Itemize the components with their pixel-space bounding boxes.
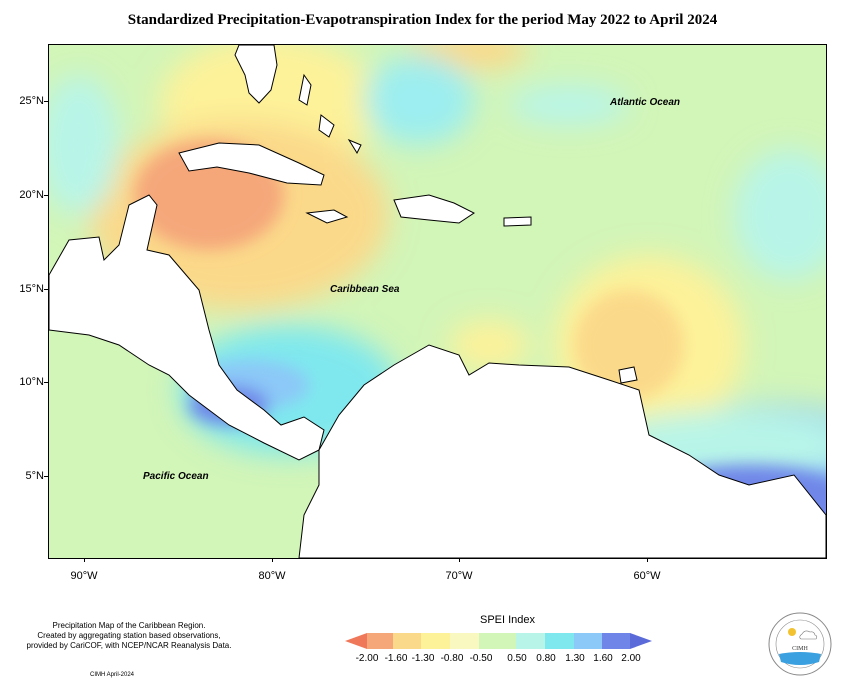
legend-label: -0.50 [469,653,493,664]
spei-map [48,44,827,559]
lon-label: 60°W [633,570,661,582]
credit-text: CIMH April-2024 [90,672,135,678]
lat-label: 10°N [19,376,44,388]
map-title: Standardized Precipitation-Evapotranspir… [127,12,718,28]
land-shapes [49,45,826,558]
legend-swatch [450,633,479,649]
legend-swatch [516,633,545,649]
legend-swatch [602,633,630,649]
legend-arrow-low [345,633,367,649]
caribbean-sea-label: Caribbean Sea [330,284,400,295]
lat-label: 20°N [19,189,44,201]
sun-icon [788,628,796,636]
lat-label: 15°N [19,283,44,295]
legend-label: 1.30 [565,653,585,664]
lat-tick [44,382,48,383]
lon-label: 70°W [445,570,473,582]
cimh-logo: CIMH [768,612,832,676]
spei-map-canvas [49,45,826,558]
legend-swatch [393,633,421,649]
atlantic-ocean-label: Atlantic Ocean [610,97,681,108]
lon-label: 80°W [258,570,286,582]
logo-text: CIMH [792,646,808,652]
legend-label: 2.00 [621,653,641,664]
lon-label: 90°W [70,570,98,582]
lat-tick [44,195,48,196]
legend-title: SPEI Index [480,614,536,626]
legend-colorbar [345,633,652,649]
legend-swatch [574,633,602,649]
legend-label: 0.80 [536,653,556,664]
legend-swatch [421,633,450,649]
legend-label: 0.50 [507,653,527,664]
legend-label: 1.60 [593,653,613,664]
legend-swatch [367,633,393,649]
legend-swatch [479,633,516,649]
lon-tick [647,558,648,562]
lat-tick [44,289,48,290]
water-icon [779,652,821,665]
source-note-line: Created by aggregating station based obs… [37,631,221,640]
source-note-line: Precipitation Map of the Caribbean Regio… [52,621,206,630]
legend-arrow-high [630,633,652,649]
cloud-icon [799,630,818,640]
legend-label: -0.80 [440,653,464,664]
legend-label: -2.00 [355,653,379,664]
pacific-ocean-label: Pacific Ocean [143,471,209,482]
lat-label: 25°N [19,95,44,107]
legend-swatch [545,633,574,649]
lon-tick [272,558,273,562]
lon-tick [459,558,460,562]
lat-tick [44,476,48,477]
legend-label: -1.60 [384,653,408,664]
source-note-line: provided by CariCOF, with NCEP/NCAR Rean… [26,641,232,650]
legend-label: -1.30 [411,653,435,664]
source-note: Precipitation Map of the Caribbean Regio… [14,621,244,651]
lat-label: 5°N [25,470,44,482]
lat-tick [44,101,48,102]
lon-tick [84,558,85,562]
